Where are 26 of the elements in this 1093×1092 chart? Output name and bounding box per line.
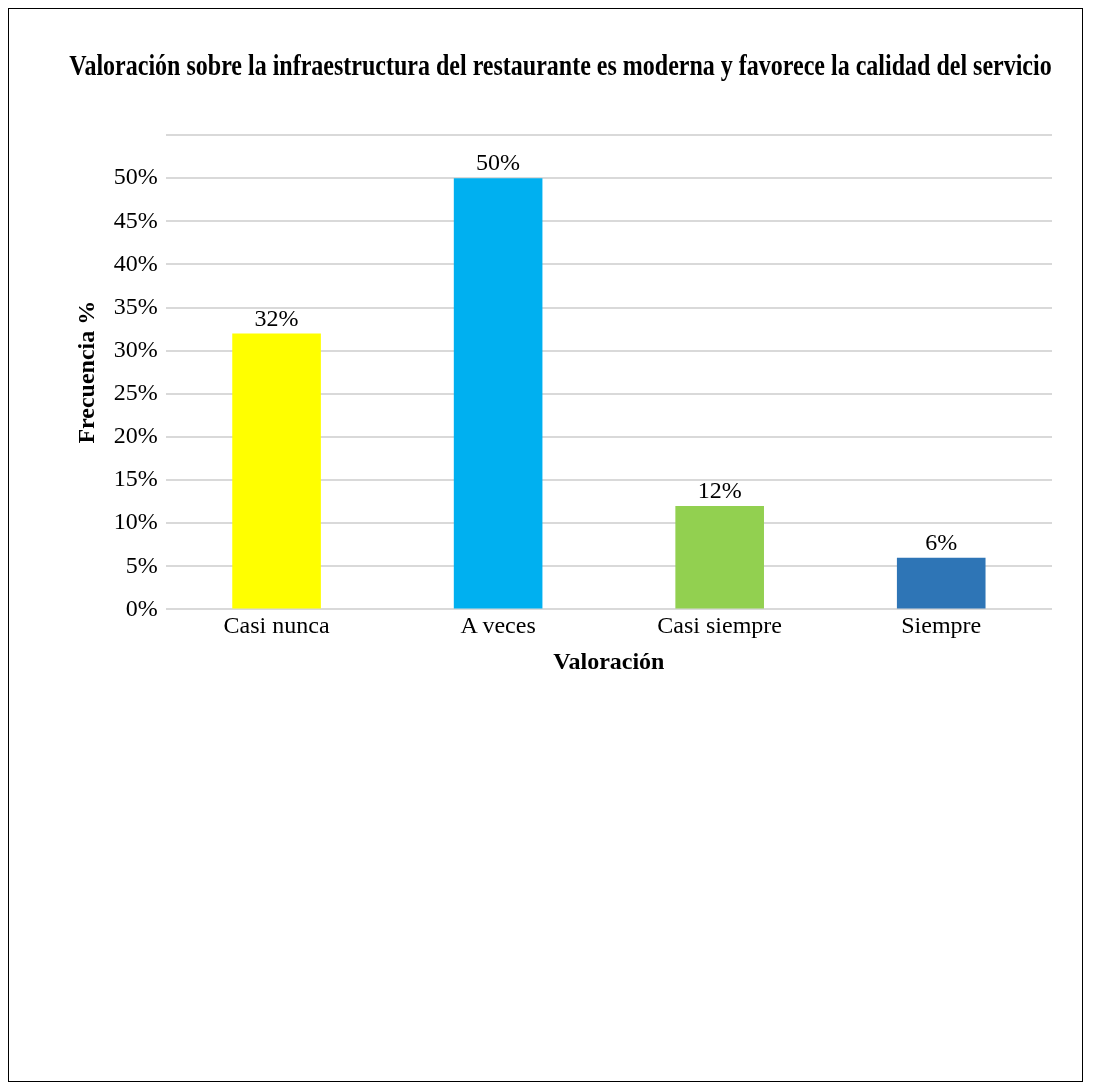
- y-axis-title: Frecuencia %: [72, 300, 99, 444]
- x-tick-label: Casi nunca: [223, 612, 330, 639]
- y-tick-label: 15%: [113, 465, 158, 492]
- y-tick-label: 10%: [113, 508, 158, 535]
- y-tick-label: 35%: [113, 292, 158, 319]
- chart-title: Valoración sobre la infraestructura del restaurante es moderna y favorece la calidad del servicio: [69, 48, 1052, 82]
- data-label: 32%: [254, 304, 299, 331]
- bar: [453, 178, 543, 609]
- y-tick-label: 0%: [125, 594, 158, 621]
- y-tick-label: 5%: [125, 551, 158, 578]
- y-tick-label: 20%: [113, 422, 158, 449]
- bar: [675, 505, 764, 609]
- y-tick-label: 25%: [113, 379, 158, 406]
- y-tick-label: 50%: [113, 163, 158, 190]
- data-label: 50%: [476, 149, 521, 176]
- y-tick-label: 45%: [113, 206, 158, 233]
- y-tick-label: 30%: [113, 335, 158, 362]
- y-tick-label: 40%: [113, 249, 158, 276]
- bar: [896, 557, 986, 609]
- data-label: 12%: [697, 477, 742, 504]
- x-tick-label: Casi siempre: [657, 612, 782, 639]
- x-tick-label: A veces: [460, 612, 536, 639]
- x-tick-label: Siempre: [901, 612, 982, 639]
- bar: [232, 333, 321, 609]
- x-axis-title: Valoración: [553, 647, 665, 674]
- data-label: 6%: [925, 528, 958, 555]
